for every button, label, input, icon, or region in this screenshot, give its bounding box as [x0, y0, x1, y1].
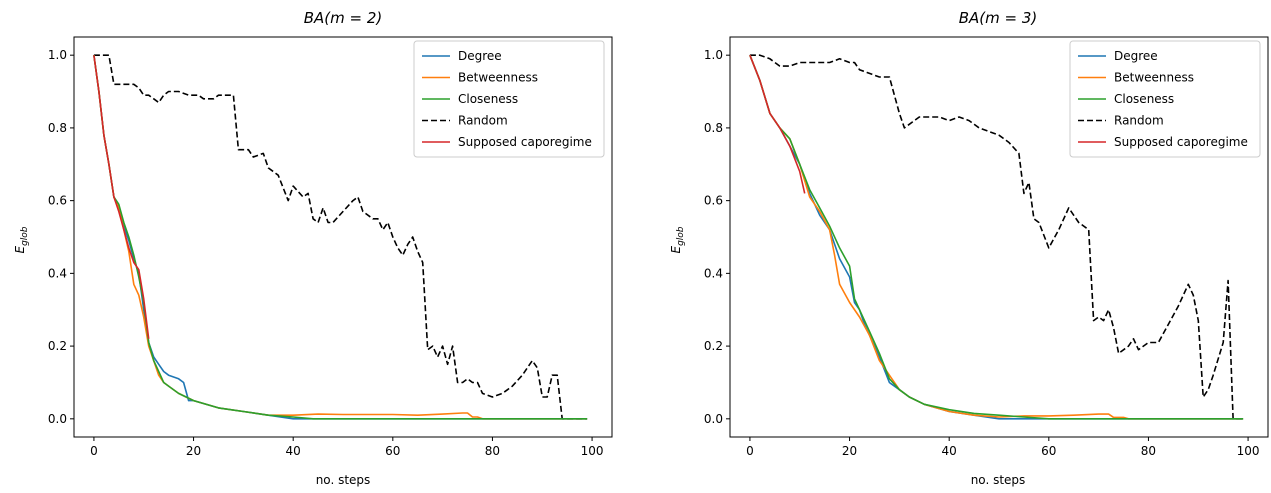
legend-label: Betweenness: [1114, 71, 1194, 85]
legend-label: Random: [458, 114, 508, 128]
x-tick-label: 60: [1041, 444, 1056, 458]
legend: Degree Betweenness Closeness Random Supposed…: [413, 40, 605, 158]
plot-frame: [729, 36, 1269, 438]
x-axis-label: no. steps: [316, 473, 371, 487]
x-tick-label: 40: [286, 444, 301, 458]
x-tick-label: 80: [485, 444, 500, 458]
legend-label: Random: [1114, 114, 1164, 128]
chart-title: BA(m = 3): [959, 9, 1038, 27]
series-line-supposed-caporegime: [93, 55, 150, 339]
series-line-random: [93, 54, 588, 420]
x-tick-label: 20: [842, 444, 857, 458]
y-tick-label: 0.8: [704, 121, 723, 135]
legend-label: Degree: [458, 49, 502, 63]
y-tick-label: 0.0: [48, 412, 67, 426]
chart-title: BA(m = 2): [304, 9, 383, 27]
y-tick-label: 0.0: [704, 412, 723, 426]
y-tick-label: 0.4: [48, 266, 67, 280]
x-tick-label: 20: [186, 444, 201, 458]
legend-label: Closeness: [458, 92, 518, 106]
y-tick-label: 0.8: [48, 121, 67, 135]
plot-frame: [73, 36, 613, 438]
x-tick-label: 100: [581, 444, 604, 458]
x-tick-label: 0: [90, 444, 98, 458]
y-tick-label: 1.0: [704, 48, 723, 62]
series-line-supposed-caporegime: [749, 54, 806, 194]
x-tick-label: 100: [1237, 444, 1260, 458]
x-tick-label: 0: [746, 444, 754, 458]
legend-label: Supposed caporegime: [458, 135, 592, 149]
chart-panel-2: BA(m = 3) 0 20 40 60 80 100 0.0 0.2 0.4 0.6 0.8 1.0…: [669, 9, 1269, 487]
x-tick-label: 60: [385, 444, 400, 458]
x-axis-label: no. steps: [971, 473, 1026, 487]
legend-label: Closeness: [1114, 92, 1174, 106]
legend: Degree Betweenness Closeness Random Supposed…: [1069, 40, 1261, 158]
y-tick-label: 0.4: [704, 266, 723, 280]
legend-box: [1069, 40, 1261, 158]
series-line-closeness: [749, 54, 1244, 420]
y-tick-label: 0.2: [704, 339, 723, 353]
legend-label: Degree: [1114, 49, 1158, 63]
y-tick-label: 0.6: [704, 194, 723, 208]
series-line-degree: [749, 54, 1244, 420]
y-tick-label: 1.0: [48, 48, 67, 62]
x-tick-label: 80: [1141, 444, 1156, 458]
legend-box: [413, 40, 605, 158]
legend-label: Betweenness: [458, 71, 538, 85]
y-tick-label: 0.2: [48, 339, 67, 353]
x-tick-label: 40: [942, 444, 957, 458]
y-tick-label: 0.6: [48, 194, 67, 208]
legend-label: Supposed caporegime: [1114, 135, 1248, 149]
